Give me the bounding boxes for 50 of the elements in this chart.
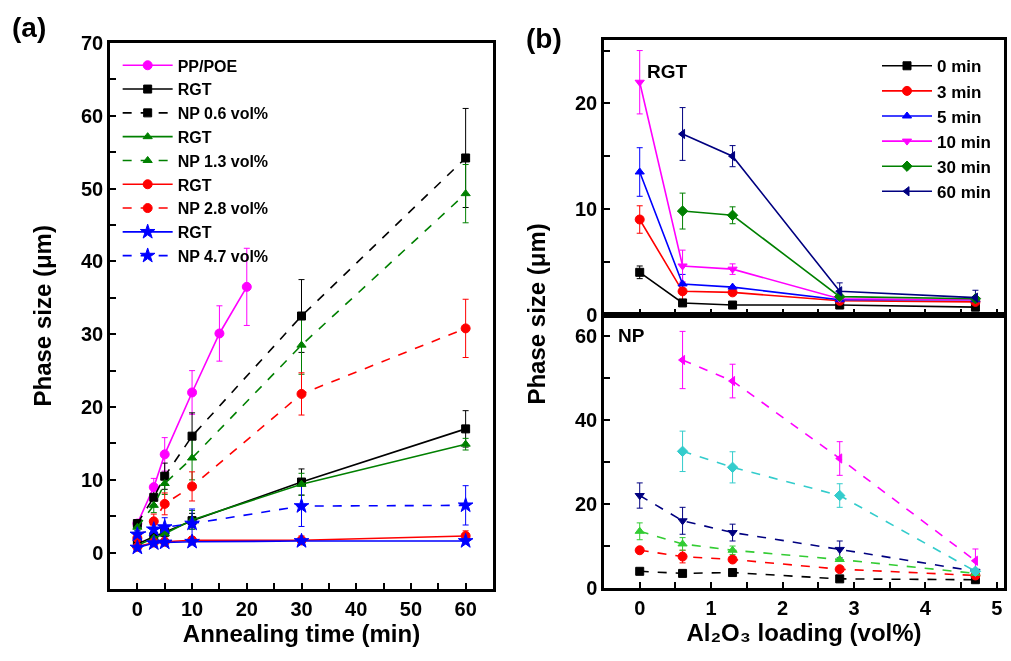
x-tick-label: 0 <box>131 597 143 620</box>
legend-label: NP 2.8 vol% <box>177 200 269 218</box>
y-tick-label: 20 <box>575 492 598 515</box>
y-tick-label: 10 <box>575 197 598 220</box>
x-tick-label: 4 <box>919 596 932 619</box>
legend-label: RGT <box>177 128 212 146</box>
x-tick-label: 40 <box>345 597 368 620</box>
legend-label: 5 min <box>937 107 982 127</box>
legend-label: 60 min <box>937 182 991 202</box>
x-tick-label: 3 <box>848 596 860 619</box>
legend-label: RGT <box>177 176 212 194</box>
y-tick-label: 60 <box>575 324 598 347</box>
x-tick-label: 2 <box>777 596 789 619</box>
y-tick-label: 0 <box>586 577 598 600</box>
y-tick-label: 0 <box>92 541 104 564</box>
x-tick-label: 5 <box>991 596 1003 619</box>
y-tick-label: 20 <box>575 92 598 115</box>
x-tick-label: 20 <box>235 597 258 620</box>
y-tick-label: 40 <box>575 408 598 431</box>
y-tick-label: 60 <box>81 104 104 127</box>
y-axis-title: Phase size (μm) <box>523 223 551 405</box>
x-tick-label: 1 <box>705 596 717 619</box>
y-tick-label: 30 <box>81 323 104 346</box>
text: (a) <box>12 12 47 43</box>
legend-label: NP 0.6 vol% <box>177 105 269 123</box>
legend-label: RGT <box>177 224 212 242</box>
x-tick-label: 0 <box>634 596 646 619</box>
x-tick-label: 30 <box>290 597 313 620</box>
x-axis-title: Al₂O₃ loading (vol%) <box>686 618 922 646</box>
y-tick-label: 50 <box>81 177 104 200</box>
legend-label: RGT <box>177 81 212 99</box>
y-axis-title: Phase size (μm) <box>28 225 56 407</box>
x-tick-label: 10 <box>180 597 204 620</box>
y-tick-label: 70 <box>81 31 104 54</box>
y-tick-label: 20 <box>81 396 104 419</box>
y-tick-label: 40 <box>81 250 104 273</box>
annotation: NP <box>618 325 645 346</box>
annotation: RGT <box>647 61 688 82</box>
text: (b) <box>526 23 562 54</box>
legend-label: 0 min <box>937 57 982 77</box>
legend-label: 10 min <box>937 132 991 152</box>
x-tick-label: 50 <box>399 597 423 620</box>
x-tick-label: 60 <box>454 597 477 620</box>
legend-label: 30 min <box>937 157 991 177</box>
y-tick-label: 10 <box>81 468 104 491</box>
y-tick-label: 0 <box>586 303 598 326</box>
legend-label: 3 min <box>937 82 982 102</box>
legend-label: NP 1.3 vol% <box>177 152 269 170</box>
legend-label: PP/POE <box>177 57 238 75</box>
x-axis-title: Annealing time (min) <box>182 619 421 647</box>
